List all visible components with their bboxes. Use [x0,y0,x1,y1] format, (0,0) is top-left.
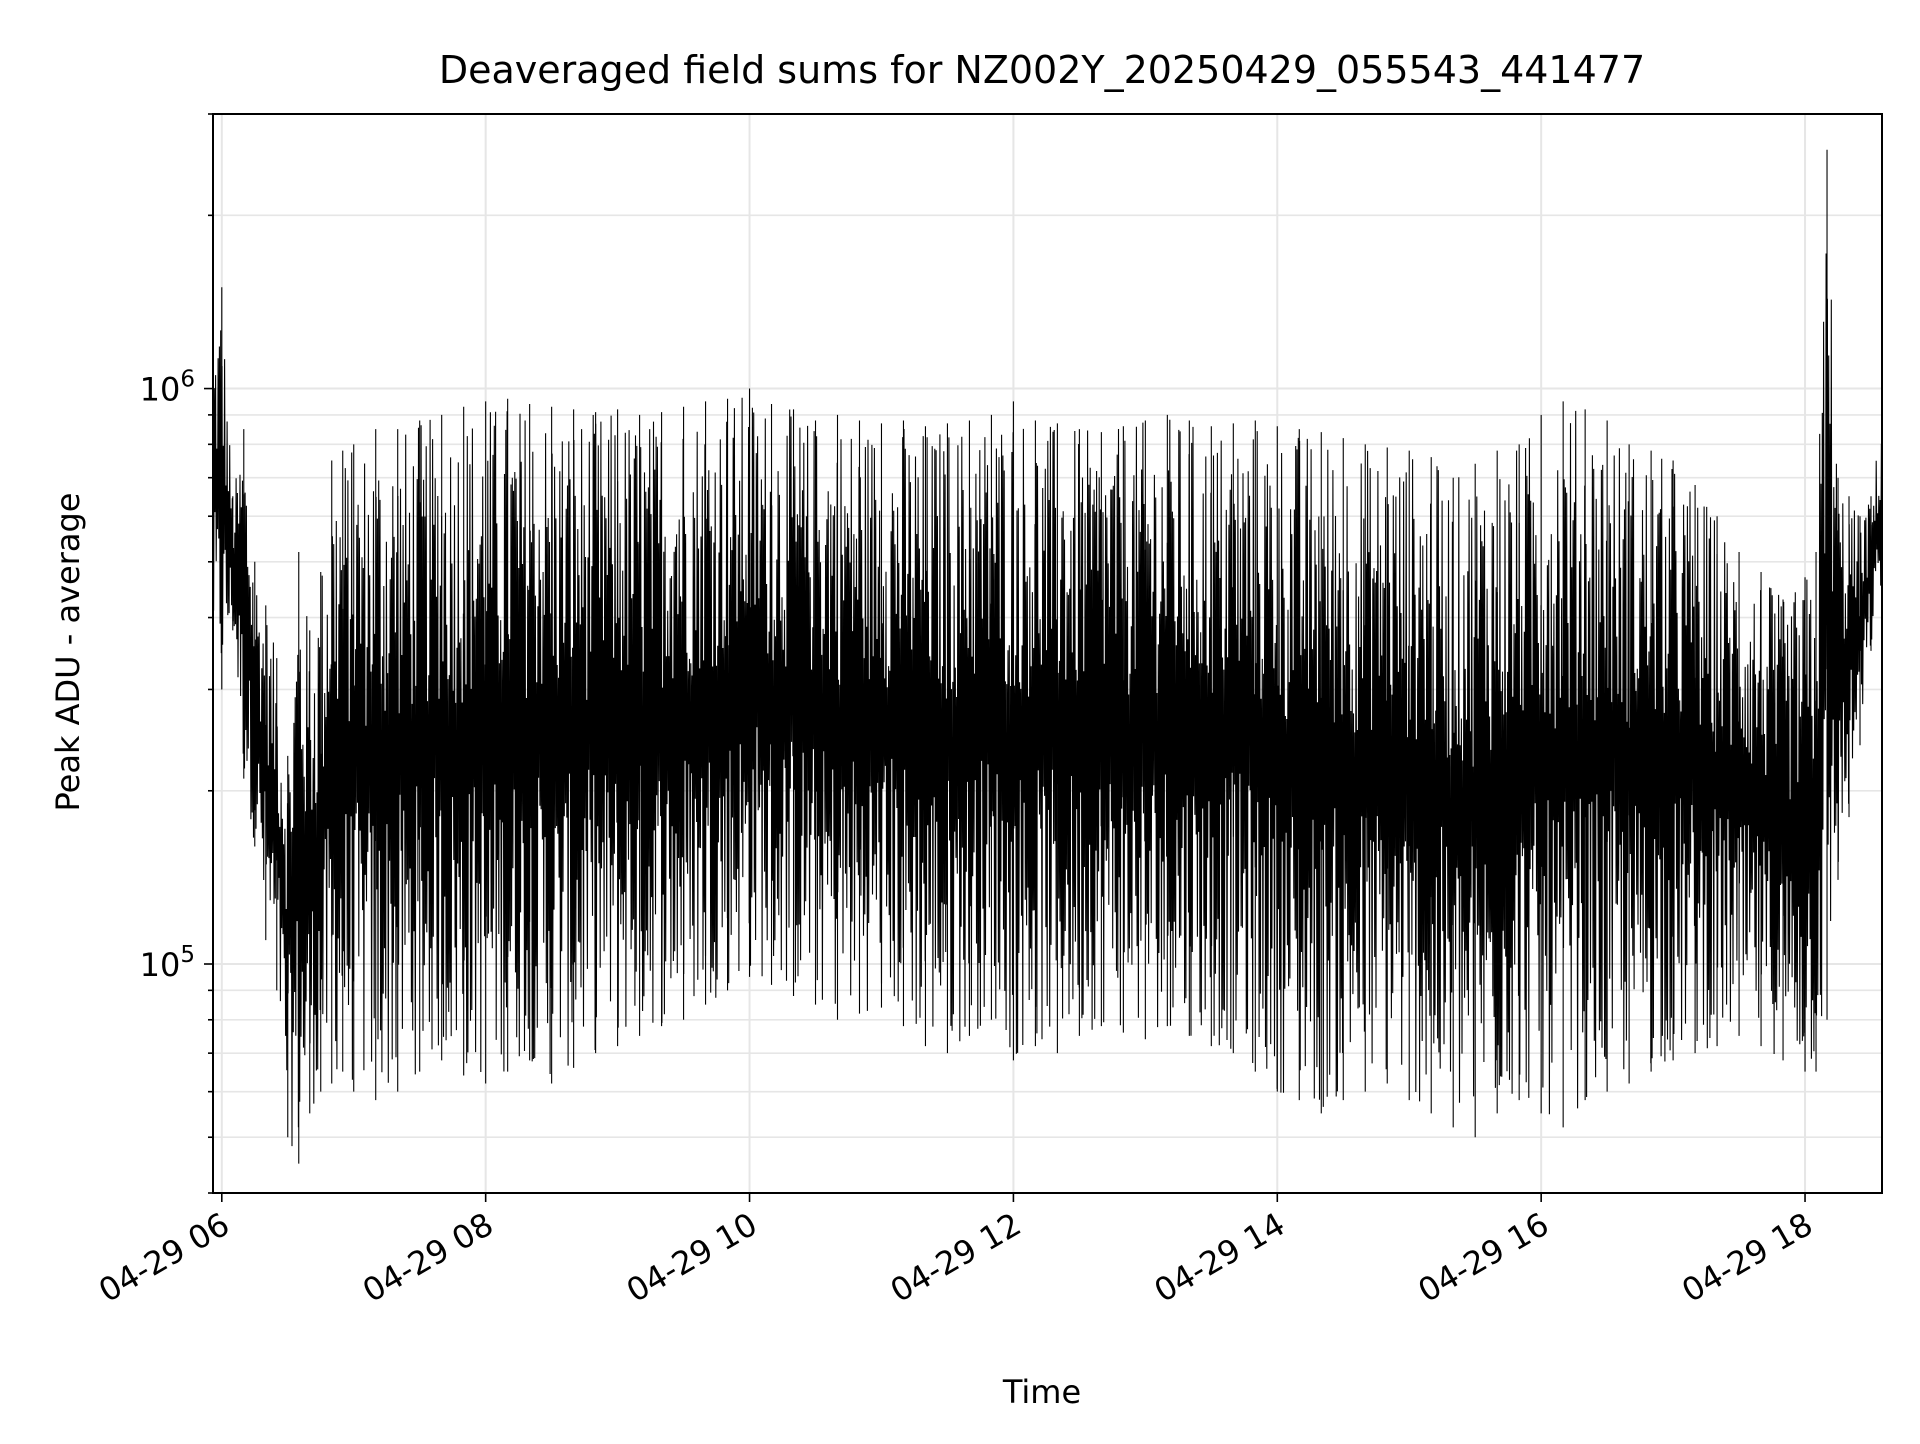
y-tick-label: 106 [140,367,195,409]
y-tick-label: 105 [140,942,195,984]
data-series-line [212,253,1883,1147]
plot-area [212,149,1883,1164]
chart-title: Deaveraged field sums for NZ002Y_2025042… [439,48,1645,92]
x-axis-label: Time [1002,1373,1081,1411]
axes-frame [212,113,1883,1194]
y-axis-label: Peak ADU - average [49,493,87,812]
